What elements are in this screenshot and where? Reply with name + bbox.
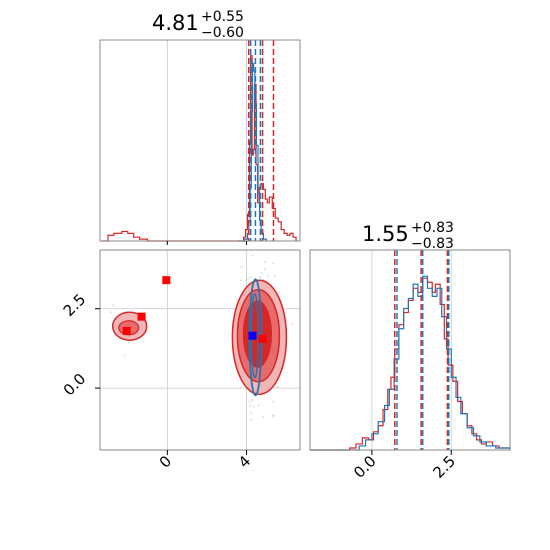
- marker-red-2: [122, 326, 131, 335]
- sample-point: [258, 276, 261, 279]
- sample-point: [252, 405, 255, 408]
- marker-red-1: [137, 312, 146, 321]
- sample-point: [250, 418, 253, 421]
- joint-xtick-label-0: 0: [156, 452, 175, 471]
- histogram-parameter-1-panel: [99, 39, 301, 245]
- title-1-value: 4.81: [152, 11, 199, 35]
- joint-xtick-label-1: 4: [235, 452, 254, 471]
- sample-point: [272, 414, 275, 417]
- sample-point: [266, 275, 269, 278]
- joint-ytick-label-1: 2.5: [60, 290, 90, 320]
- sample-point: [239, 279, 242, 282]
- sample-point: [127, 341, 130, 344]
- sample-point: [260, 271, 263, 274]
- sample-point: [249, 276, 251, 279]
- sample-point: [257, 404, 260, 407]
- title-parameter-2: 1.55 +0.83 −0.83: [362, 220, 454, 252]
- right-histogram-red: [310, 277, 511, 451]
- title-parameter-1: 4.81 +0.55 −0.60: [152, 9, 244, 41]
- title-1-lower-error: −0.60: [201, 25, 244, 41]
- sample-point: [112, 304, 114, 307]
- right-panel-background: [310, 250, 510, 450]
- sample-point: [277, 386, 279, 389]
- joint-plot-area: [91, 254, 294, 455]
- sample-point: [251, 399, 254, 401]
- joint-distribution-panel: 0 4 0.0 2.5: [60, 249, 301, 472]
- sample-point: [249, 405, 251, 407]
- sample-point: [239, 386, 242, 389]
- sample-point: [273, 275, 276, 277]
- marker-red-4: [258, 334, 267, 343]
- sample-point: [232, 453, 234, 455]
- title-2-lower-error: −0.83: [411, 236, 454, 252]
- marker-blue-3: [248, 331, 257, 340]
- sample-point: [278, 291, 281, 294]
- sample-point: [264, 268, 266, 270]
- sample-point: [262, 416, 265, 419]
- sample-point: [272, 400, 274, 403]
- right-histogram-blue: [310, 275, 511, 451]
- sample-point: [263, 261, 266, 264]
- sample-point: [240, 265, 243, 268]
- right-xtick-label-0: 0.0: [350, 452, 380, 482]
- joint-panel-frame: [99, 249, 301, 451]
- sample-point: [247, 277, 250, 280]
- sample-point: [272, 262, 274, 265]
- sample-point: [250, 411, 253, 414]
- title-2-value: 1.55: [362, 222, 409, 246]
- title-1-upper-error: +0.55: [201, 9, 244, 25]
- top-panel-background: [100, 40, 300, 241]
- sample-point: [110, 311, 112, 314]
- right-panel-frame: [309, 249, 511, 451]
- joint-ytick-label-0: 0.0: [60, 370, 90, 400]
- histogram-parameter-2-panel: 0.0 2.5: [309, 249, 511, 482]
- sample-point: [291, 323, 294, 326]
- sample-point: [251, 254, 254, 257]
- sample-point: [123, 354, 126, 357]
- sample-point: [248, 400, 251, 403]
- sample-point: [91, 352, 93, 354]
- right-xtick-label-1: 2.5: [429, 452, 459, 482]
- title-2-upper-error: +0.83: [411, 220, 454, 236]
- top-panel-frame: [99, 39, 301, 242]
- marker-red-0: [162, 276, 171, 285]
